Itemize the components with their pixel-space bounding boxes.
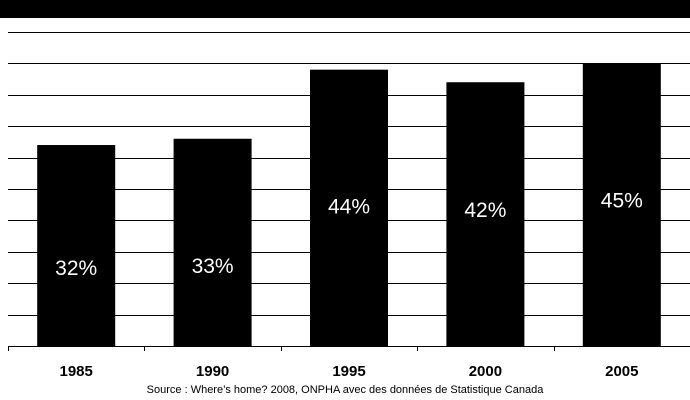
x-tick-label-2000: 2000: [469, 363, 502, 380]
header-band: [0, 0, 690, 18]
bar-1985: [37, 145, 116, 346]
x-tick-label-1990: 1990: [196, 363, 229, 380]
x-tick-label-2005: 2005: [605, 363, 638, 380]
source-note: Source : Where’s home? 2008, ONPHA avec …: [146, 384, 544, 396]
data-label-1990: 33%: [192, 255, 234, 278]
x-tick-label-1985: 1985: [60, 363, 93, 380]
x-tick-label-1995: 1995: [332, 363, 365, 380]
bar-2005: [582, 63, 661, 347]
bar-1995: [310, 69, 388, 347]
data-label-1985: 32%: [55, 257, 97, 280]
data-label-2000: 42%: [464, 199, 506, 222]
bar-2000: [446, 82, 525, 347]
bar-1990: [173, 138, 252, 346]
data-label-2005: 45%: [601, 189, 643, 212]
data-label-1995: 44%: [328, 195, 370, 218]
